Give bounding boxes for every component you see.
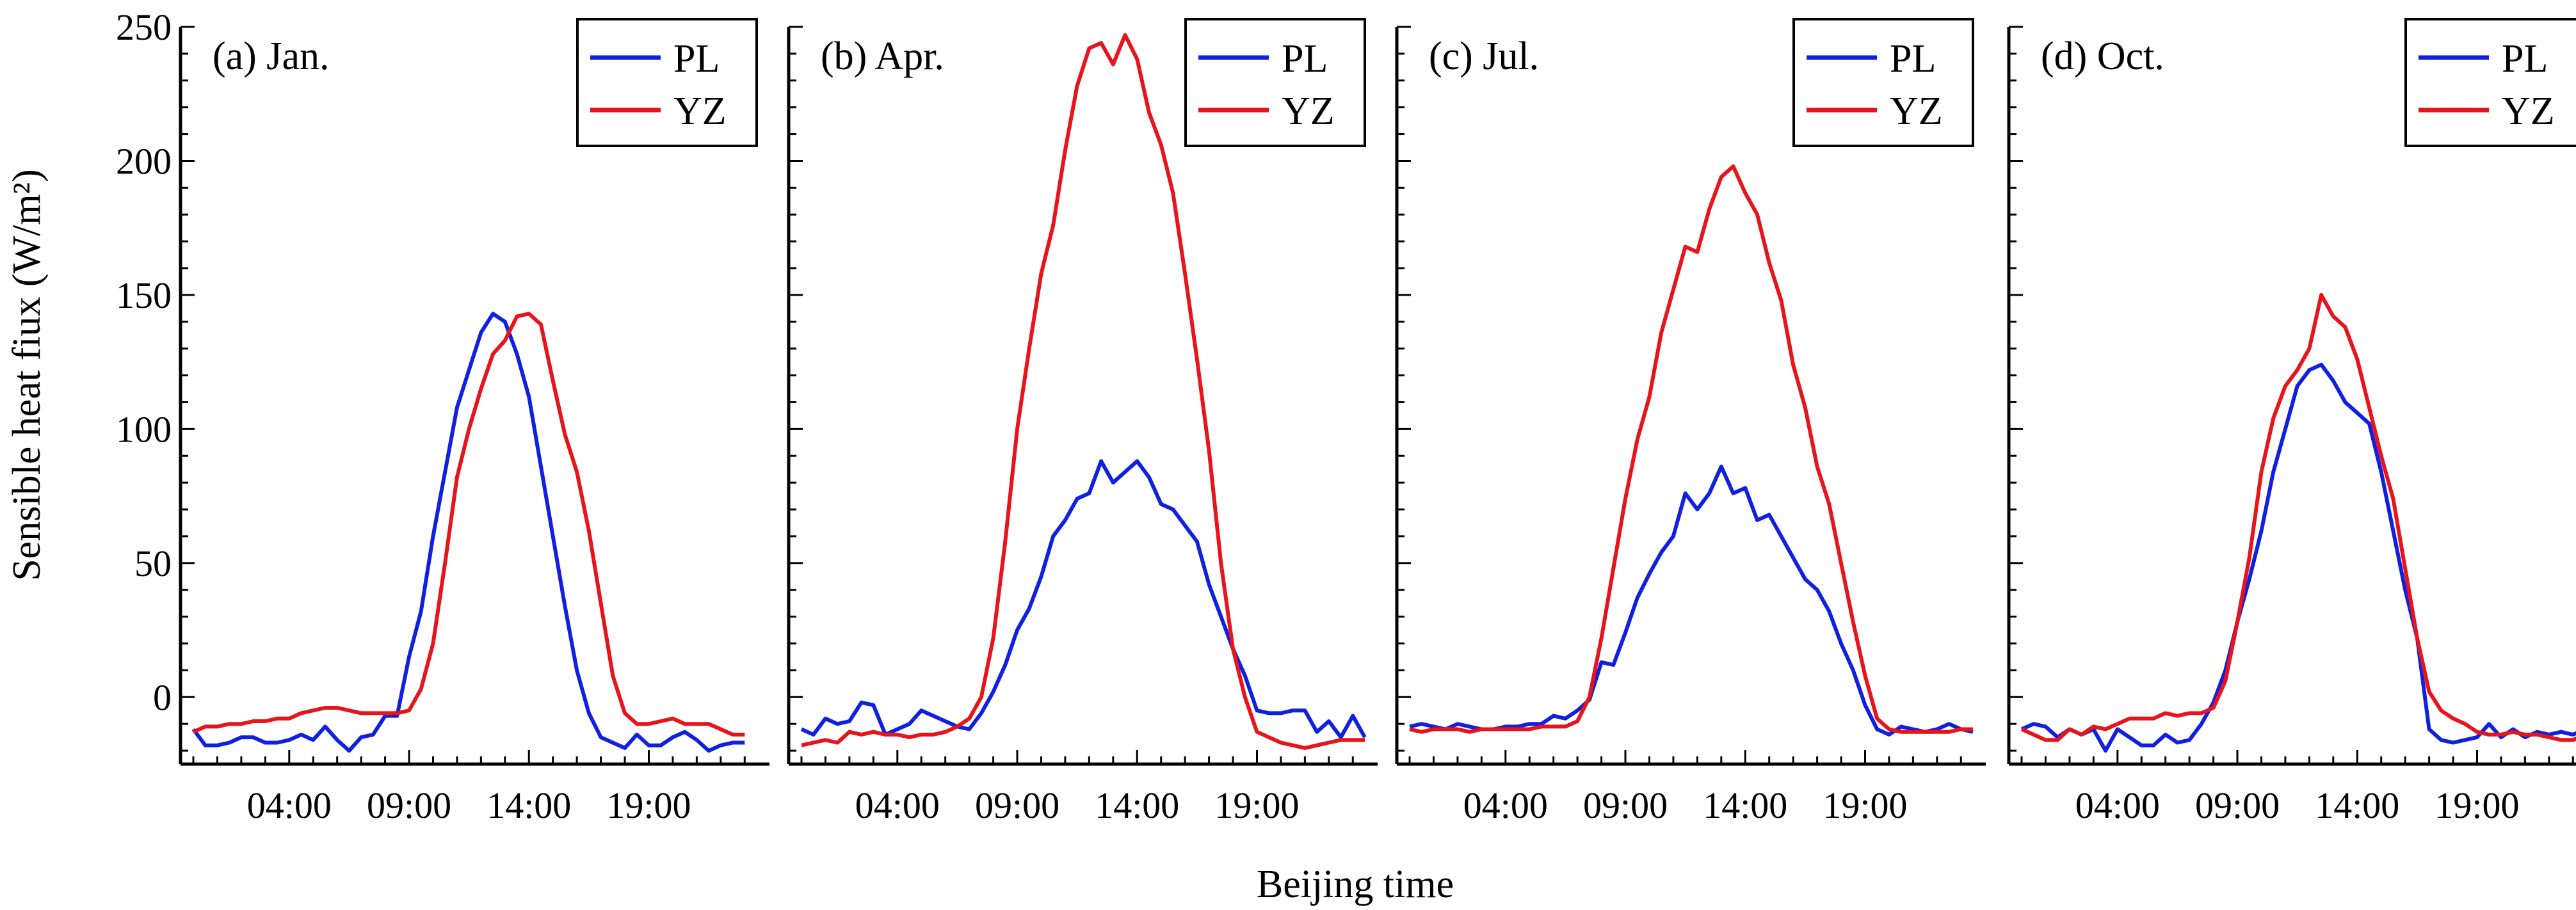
x-tick-label: 09:00 [2195, 785, 2280, 826]
legend-label: PL [673, 37, 720, 81]
series-line-yz [1409, 164, 1973, 734]
y-axis-title: Sensible heat fiux (W/m²) [5, 169, 49, 581]
y-tick-label: 0 [153, 676, 172, 718]
legend-box [576, 18, 758, 147]
chart-panel-1: 0 50 100 150 200 250 04:00 09:00 14:00 19:00 (a) J… [116, 6, 769, 826]
legend: PL YZ [2404, 18, 2576, 147]
legend-label: PL [1282, 37, 1328, 81]
chart-panel-2: 04:00 09:00 14:00 19:00 (b) Apr. PL YZ [787, 18, 1378, 826]
x-axis-title: Beijing time [1257, 863, 1454, 906]
x-tick-label: 04:00 [247, 785, 332, 826]
chart-panel-4: 04:00 09:00 14:00 19:00 (d) Oct. PL YZ [2007, 18, 2576, 826]
x-tick-label: 09:00 [1583, 785, 1668, 826]
chart-panels: 0 50 100 150 200 250 04:00 09:00 14:00 19:00 (a) J… [116, 6, 2576, 826]
legend-label: YZ [1282, 90, 1335, 133]
legend: PL YZ [576, 18, 758, 147]
y-tick-label: 150 [116, 275, 172, 316]
x-tick-label: 09:00 [367, 785, 451, 826]
legend-label: PL [1890, 37, 1936, 81]
legend-label: YZ [2502, 90, 2555, 133]
y-tick-label: 100 [116, 408, 172, 450]
panel-label: (b) Apr. [821, 35, 944, 78]
panel-label: (d) Oct. [2041, 35, 2164, 78]
x-tick-label: 04:00 [2075, 785, 2160, 826]
x-tick-label: 19:00 [1214, 785, 1299, 826]
chart-panel-3: 04:00 09:00 14:00 19:00 (c) Jul. PL YZ [1395, 18, 1986, 826]
legend-box [1792, 18, 1974, 147]
y-tick-label: 50 [134, 543, 172, 584]
legend-box [1184, 18, 1366, 147]
legend-label: YZ [1890, 90, 1943, 133]
series-line-pl [2020, 362, 2576, 753]
x-tick-label: 19:00 [2435, 785, 2519, 826]
x-tick-label: 14:00 [1095, 785, 1179, 826]
series-line-yz [801, 33, 1365, 750]
panel-label: (c) Jul. [1429, 35, 1539, 78]
x-tick-label: 14:00 [1703, 785, 1787, 826]
legend-label: YZ [673, 90, 727, 133]
series-line-pl [800, 459, 1367, 740]
legend: PL YZ [1792, 18, 1974, 147]
x-tick-label: 04:00 [1463, 785, 1548, 826]
legend: PL YZ [1184, 18, 1366, 147]
panel-label: (a) Jan. [213, 35, 329, 78]
x-tick-label: 04:00 [855, 785, 940, 826]
y-tick-label: 250 [116, 6, 172, 48]
x-tick-label: 19:00 [606, 785, 691, 826]
legend-label: PL [2502, 37, 2548, 81]
y-tick-label: 200 [116, 140, 172, 182]
legend-box [2404, 18, 2576, 147]
x-tick-label: 19:00 [1823, 785, 1907, 826]
series-line-pl [191, 312, 745, 753]
series-line-yz [192, 312, 745, 737]
x-tick-label: 14:00 [2315, 785, 2399, 826]
series-line-yz [2020, 292, 2576, 742]
x-tick-label: 09:00 [975, 785, 1059, 826]
series-line-pl [1409, 465, 1974, 737]
x-tick-label: 14:00 [487, 785, 571, 826]
